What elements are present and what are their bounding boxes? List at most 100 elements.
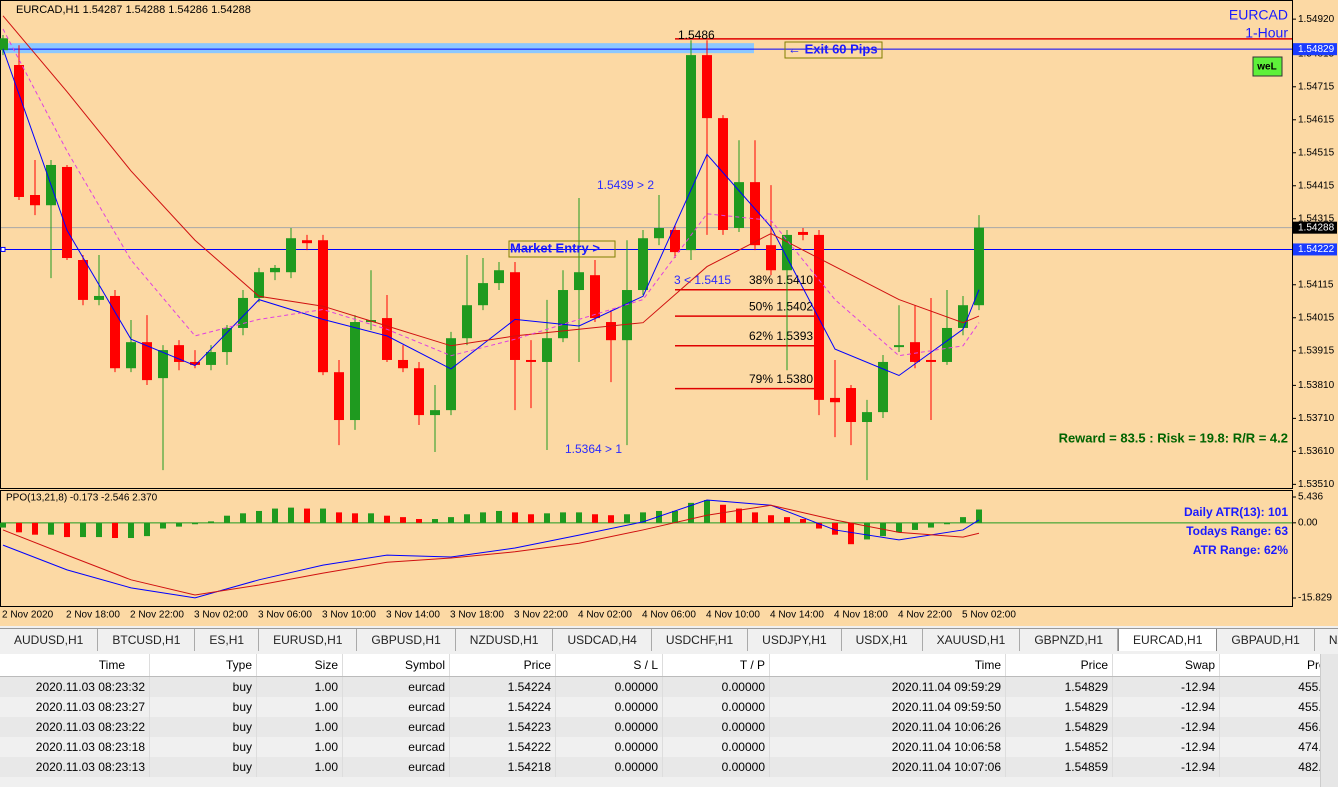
ppo-bar bbox=[688, 502, 694, 523]
x-tick-label: 4 Nov 06:00 bbox=[642, 610, 696, 621]
fib-label: 38% 1.5410 bbox=[749, 273, 813, 287]
column-header[interactable]: Price bbox=[449, 654, 556, 677]
column-header[interactable]: Time bbox=[0, 654, 150, 677]
chart-tab[interactable]: GBPNZD,H1 bbox=[1020, 629, 1119, 651]
column-header[interactable]: Type bbox=[149, 654, 257, 677]
candle-body bbox=[974, 227, 984, 306]
cell: 456.33 bbox=[1219, 717, 1338, 737]
ppo-bar bbox=[912, 522, 918, 530]
cell: 0.00000 bbox=[662, 757, 770, 777]
price-tag bbox=[1293, 243, 1337, 256]
chart-tab[interactable]: NZDCAD,H1 bbox=[1315, 629, 1338, 651]
cell: buy bbox=[149, 697, 257, 717]
ppo-bar bbox=[496, 510, 502, 523]
chart-tab[interactable]: USDCAD,H4 bbox=[553, 629, 652, 651]
candle-body bbox=[334, 372, 344, 421]
y-tick-label: 5.436 bbox=[1298, 492, 1323, 503]
ppo-bar bbox=[848, 522, 854, 545]
chart-tab[interactable]: EURUSD,H1 bbox=[259, 629, 358, 651]
chart-tab[interactable]: GBPAUD,H1 bbox=[1217, 629, 1315, 651]
cell: 2020.11.04 10:06:58 bbox=[769, 737, 1006, 757]
ppo-note: Daily ATR(13): 101 bbox=[1184, 505, 1288, 519]
tab-bar: AUDUSD,H1 BTCUSD,H1 ES,H1 EURUSD,H1 GBPUSD,H… bbox=[0, 628, 1338, 651]
column-header[interactable]: S / L bbox=[555, 654, 663, 677]
chart-tab[interactable]: EURCAD,H1 bbox=[1118, 629, 1218, 651]
cell: -12.94 bbox=[1112, 676, 1220, 697]
x-tick-label: 3 Nov 22:00 bbox=[514, 610, 568, 621]
x-tick-label: 2 Nov 18:00 bbox=[66, 610, 120, 621]
candle-body bbox=[590, 275, 600, 319]
price-tag bbox=[1293, 43, 1337, 56]
cell: buy bbox=[149, 676, 257, 697]
ppo-bar bbox=[752, 512, 758, 523]
ppo-bar bbox=[304, 508, 310, 523]
candle-body bbox=[254, 272, 264, 298]
ppo-bar bbox=[64, 522, 70, 538]
chart-tab[interactable]: ES,H1 bbox=[195, 629, 260, 651]
ppo-bar bbox=[240, 513, 246, 523]
x-tick-label: 4 Nov 14:00 bbox=[770, 610, 824, 621]
candle-body bbox=[430, 410, 440, 416]
x-tick-label: 4 Nov 02:00 bbox=[578, 610, 632, 621]
candle-body bbox=[542, 338, 552, 362]
ppo-bar bbox=[352, 513, 358, 523]
x-tick-label: 3 Nov 02:00 bbox=[194, 610, 248, 621]
candle-body bbox=[446, 338, 456, 411]
cell: 2020.11.04 10:07:06 bbox=[769, 757, 1006, 777]
candle-body bbox=[718, 118, 728, 230]
chart-tab[interactable]: NZDUSD,H1 bbox=[456, 629, 554, 651]
candle-body bbox=[126, 342, 136, 369]
chart-tab[interactable]: GBPUSD,H1 bbox=[357, 629, 456, 651]
cell: 1.54829 bbox=[1005, 676, 1113, 697]
y-tick-label: 1.53915 bbox=[1298, 345, 1335, 356]
ppo-bar bbox=[416, 519, 422, 523]
ppo-note: ATR Range: 62% bbox=[1193, 543, 1288, 557]
ppo-pane bbox=[0, 490, 1293, 607]
ppo-bar bbox=[112, 522, 118, 539]
column-header[interactable]: Price bbox=[1005, 654, 1113, 677]
cell: 2020.11.03 08:23:22 bbox=[0, 717, 150, 737]
ppo-bar bbox=[336, 512, 342, 523]
ppo-bar bbox=[288, 507, 294, 523]
column-header[interactable]: T / P bbox=[662, 654, 770, 677]
column-header[interactable]: Time bbox=[769, 654, 1006, 677]
cell: eurcad bbox=[342, 757, 450, 777]
column-header[interactable]: Symbol bbox=[342, 654, 450, 677]
annotation: ← Exit 60 Pips bbox=[788, 41, 878, 56]
scrollbar[interactable] bbox=[1320, 654, 1338, 787]
candle-body bbox=[558, 290, 568, 339]
cell: -12.94 bbox=[1112, 737, 1220, 757]
ppo-bar bbox=[384, 515, 390, 523]
candle-body bbox=[574, 272, 584, 291]
column-header[interactable]: Swap bbox=[1112, 654, 1220, 677]
wel-button-label[interactable]: weL bbox=[1256, 62, 1276, 73]
wel-button[interactable] bbox=[1252, 56, 1283, 77]
chart-tab[interactable]: BTCUSD,H1 bbox=[98, 629, 196, 651]
cell: 0.00000 bbox=[555, 737, 663, 757]
ppo-bar bbox=[208, 521, 214, 523]
trade-row[interactable]: 2020.11.03 08:23:27 buy 1.00 eurcad 1.54224 0… bbox=[0, 697, 1338, 717]
chart-tab[interactable]: USDX,H1 bbox=[842, 629, 923, 651]
fib-label: 50% 1.5402 bbox=[749, 299, 813, 313]
ppo-bar bbox=[512, 512, 518, 523]
candle-body bbox=[382, 318, 392, 360]
chart-tab[interactable]: XAUUSD,H1 bbox=[923, 629, 1021, 651]
column-header[interactable]: Size bbox=[256, 654, 343, 677]
trade-row[interactable]: 2020.11.03 08:23:22 buy 1.00 eurcad 1.54223 0… bbox=[0, 717, 1338, 737]
price-tag-label: 1.54222 bbox=[1298, 244, 1335, 255]
trade-row[interactable]: 2020.11.03 08:23:18 buy 1.00 eurcad 1.54222 0… bbox=[0, 737, 1338, 757]
chart-tab[interactable]: USDCHF,H1 bbox=[652, 629, 749, 651]
cell: 1.54852 bbox=[1005, 737, 1113, 757]
candle-body bbox=[526, 359, 536, 362]
trade-row[interactable]: 2020.11.03 08:23:32 buy 1.00 eurcad 1.54224 0… bbox=[0, 676, 1338, 697]
cell: 1.54859 bbox=[1005, 757, 1113, 777]
chart-tab[interactable]: AUDUSD,H1 bbox=[0, 629, 99, 651]
chart-tab[interactable]: USDJPY,H1 bbox=[748, 629, 842, 651]
candle-body bbox=[462, 305, 472, 339]
trade-row[interactable]: 2020.11.03 08:23:13 buy 1.00 eurcad 1.54218 0… bbox=[0, 757, 1338, 777]
cell: 2020.11.03 08:23:27 bbox=[0, 697, 150, 717]
candle-body bbox=[846, 388, 856, 423]
cell: 1.00 bbox=[256, 717, 343, 737]
candle-body bbox=[0, 38, 8, 51]
